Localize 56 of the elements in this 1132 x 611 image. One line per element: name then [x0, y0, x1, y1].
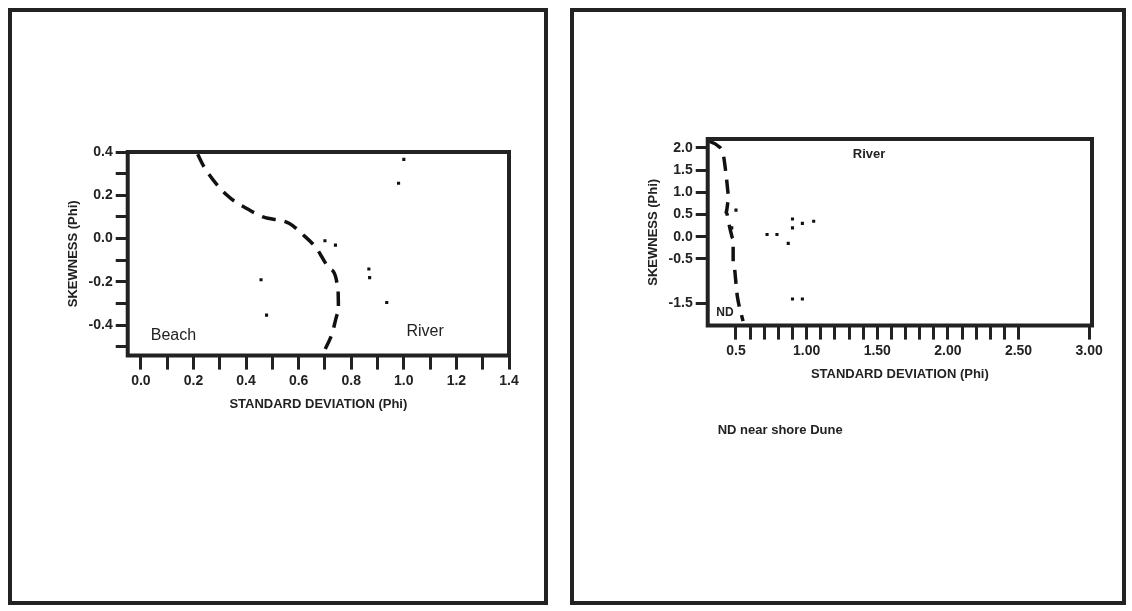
point [367, 267, 371, 271]
point [734, 208, 738, 212]
point [368, 276, 372, 280]
annotation: River [406, 321, 445, 339]
x-tick-label: 1.0 [394, 371, 414, 388]
y-tick-label: 0.2 [93, 186, 113, 203]
x-tick-label: 2.00 [934, 341, 962, 358]
point [402, 157, 406, 161]
x-tick-label: 0.4 [236, 371, 256, 388]
x-tick-label: 2.50 [1004, 341, 1033, 358]
annotation: ND [716, 304, 735, 319]
x-tick-label: 0.0 [131, 371, 151, 388]
x-tick-label: 0.5 [726, 341, 746, 358]
x-tick-label: 1.50 [863, 341, 892, 358]
x-axis-title: STANDARD DEVIATION (Phi) [810, 365, 989, 381]
x-tick-label: 1.2 [446, 371, 467, 388]
x-axis-title: STANDARD DEVIATION (Phi) [229, 395, 408, 411]
x-tick-label: 1.00 [792, 341, 821, 358]
point [397, 181, 401, 185]
point [385, 300, 389, 305]
y-tick-label: 0.4 [93, 142, 113, 159]
point [765, 232, 769, 237]
point [265, 313, 269, 317]
y-tick-label: -0.5 [668, 249, 693, 266]
point [323, 239, 327, 243]
x-tick-label: 0.8 [341, 371, 362, 388]
x-tick-label: 0.6 [288, 371, 309, 388]
point [259, 278, 263, 282]
annotation: River [852, 145, 886, 161]
line-series [707, 139, 745, 323]
point [790, 297, 795, 301]
y-tick-label: -0.4 [88, 316, 113, 333]
y-axis-title: SKEWNESS (Phi) [65, 200, 81, 308]
y-tick-label: 1.5 [673, 160, 693, 177]
point [790, 217, 795, 221]
y-tick-label: 0.0 [673, 227, 693, 244]
x-tick-label: 3.00 [1075, 341, 1104, 358]
point [800, 221, 804, 225]
point [812, 219, 816, 223]
y-tick-label: 0.5 [673, 205, 693, 222]
text: ND near shore Dune [717, 422, 843, 438]
y-tick-label: -0.2 [88, 272, 113, 289]
y-tick-label: 2.0 [673, 138, 693, 155]
point [775, 232, 779, 237]
point [786, 241, 790, 245]
y-tick-label: -1.5 [668, 294, 693, 311]
point [800, 297, 804, 301]
point [333, 243, 338, 247]
annotation: Beach [150, 325, 197, 343]
y-tick-label: 1.0 [673, 183, 693, 200]
y-tick-label: 0.0 [93, 229, 113, 246]
y-axis-title: SKEWNESS (Phi) [645, 178, 661, 286]
point [730, 226, 734, 230]
x-tick-label: 0.2 [183, 371, 204, 388]
point [790, 226, 795, 230]
x-tick-label: 1.4 [499, 371, 519, 388]
